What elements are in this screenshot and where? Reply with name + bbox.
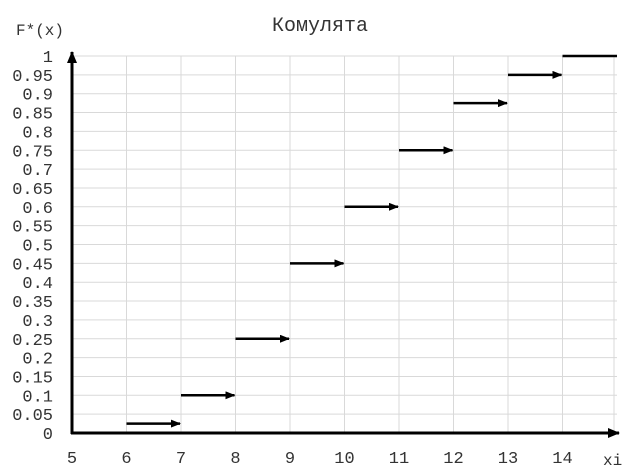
y-tick-label: 0.5: [22, 238, 53, 257]
y-tick-label: 0.9: [22, 87, 53, 106]
y-tick-label: 0: [43, 426, 53, 445]
x-tick-label: 6: [121, 450, 131, 469]
x-axis-label: xi: [603, 452, 622, 470]
y-tick-labels: 00.050.10.150.20.250.30.350.40.450.50.55…: [12, 49, 53, 445]
y-tick-label: 0.95: [12, 68, 53, 87]
y-tick-label: 0.25: [12, 332, 53, 351]
y-tick-label: 0.15: [12, 369, 53, 388]
y-tick-label: 0.7: [22, 162, 53, 181]
x-tick-label: 14: [552, 450, 572, 469]
x-tick-label: 11: [389, 450, 409, 469]
y-tick-label: 0.6: [22, 200, 53, 219]
y-tick-label: 0.2: [22, 351, 53, 370]
y-tick-label: 0.1: [22, 388, 53, 407]
y-tick-label: 0.4: [22, 275, 53, 294]
x-tick-label: 9: [285, 450, 295, 469]
axes: [67, 51, 620, 438]
y-tick-label: 0.8: [22, 124, 53, 143]
y-axis-label: F*(x): [16, 22, 64, 40]
step-series: [126, 54, 617, 428]
y-tick-label: 0.65: [12, 181, 53, 200]
y-tick-label: 0.85: [12, 106, 53, 125]
x-tick-label: 5: [67, 450, 77, 469]
chart-title: Комулята: [272, 15, 368, 38]
x-tick-label: 7: [176, 450, 186, 469]
x-tick-label: 12: [443, 450, 463, 469]
y-tick-label: 1: [43, 49, 53, 68]
y-tick-label: 0.55: [12, 219, 53, 238]
y-tick-label: 0.35: [12, 294, 53, 313]
x-tick-label: 10: [334, 450, 354, 469]
y-tick-label: 0.05: [12, 407, 53, 426]
y-tick-label: 0.75: [12, 143, 53, 162]
x-tick-label: 8: [230, 450, 240, 469]
x-tick-label: 13: [498, 450, 518, 469]
y-tick-label: 0.45: [12, 256, 53, 275]
x-tick-labels: 5 6 7 8 9 10 11 12 13 14: [67, 450, 573, 469]
y-tick-label: 0.3: [22, 313, 53, 332]
grid-lines: [72, 55, 617, 433]
